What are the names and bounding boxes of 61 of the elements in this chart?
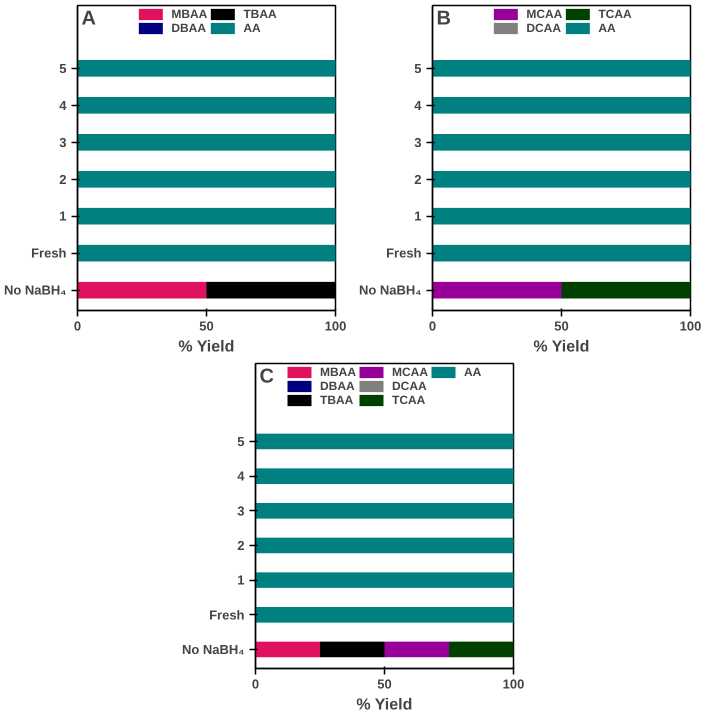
legend-label: AA	[464, 365, 482, 379]
legend-label: DBAA	[320, 379, 355, 393]
y-tick-label: No NaBH₄	[4, 282, 66, 298]
y-tick-label: No NaBH₄	[182, 642, 244, 657]
y-tick-label: 2	[414, 172, 422, 187]
y-tick-label: 3	[237, 503, 245, 518]
chart-title: B	[436, 8, 451, 30]
bar	[449, 642, 514, 658]
legend-label: AA	[243, 21, 262, 35]
y-tick-label: 4	[237, 468, 246, 484]
y-tick-label: 5	[414, 60, 422, 76]
x-axis-title: % Yield	[533, 338, 590, 356]
x-tick-label: 50	[377, 676, 392, 692]
x-tick-label: 0	[428, 318, 436, 334]
bar	[256, 538, 514, 554]
y-tick-label: Fresh	[31, 246, 67, 261]
legend-label: MCAA	[392, 365, 428, 379]
bar	[256, 572, 514, 588]
y-tick-label: 3	[59, 134, 67, 150]
y-tick-label: 5	[237, 434, 245, 449]
y-tick-label: 4	[414, 98, 422, 113]
x-tick-label: 100	[324, 318, 346, 334]
bar	[384, 642, 449, 658]
legend-label: TBAA	[320, 393, 354, 407]
x-tick-label: 0	[74, 318, 82, 334]
y-tick-label: 5	[59, 60, 67, 76]
bar	[320, 642, 384, 658]
bar	[256, 606, 514, 623]
x-tick-label: 50	[199, 318, 214, 334]
legend-label: AA	[598, 21, 617, 35]
x-tick-label: 100	[680, 318, 702, 334]
legend-label: DCAA	[526, 21, 562, 35]
legend-label: TCAA	[392, 393, 426, 407]
chart-title: C	[260, 366, 274, 388]
legend-label: DBAA	[171, 21, 206, 35]
legend-label: MBAA	[320, 365, 356, 379]
x-axis-title: % Yield	[356, 696, 412, 714]
x-tick-label: 0	[252, 676, 260, 692]
x-tick-label: 50	[554, 318, 569, 334]
y-tick-label: 3	[414, 134, 422, 150]
bar	[256, 642, 320, 658]
chart-title: A	[82, 8, 96, 30]
y-tick-label: 1	[414, 208, 422, 224]
legend-label: TBAA	[243, 7, 277, 21]
y-tick-label: 2	[59, 172, 67, 187]
legend-label: MCAA	[526, 7, 562, 21]
x-tick-label: 100	[502, 676, 524, 692]
y-tick-label: Fresh	[386, 246, 422, 261]
y-tick-label: Fresh	[209, 607, 245, 622]
y-tick-label: 1	[59, 208, 67, 224]
y-tick-label: 4	[59, 98, 68, 113]
x-axis-title: % Yield	[178, 338, 234, 356]
y-tick-label: 2	[237, 538, 245, 553]
bar	[256, 434, 514, 450]
bar	[256, 468, 514, 484]
legend-label: MBAA	[171, 7, 208, 21]
bar	[256, 503, 514, 519]
y-tick-label: No NaBH₄	[358, 282, 422, 298]
legend-label: DCAA	[392, 379, 427, 393]
legend-label: TCAA	[598, 7, 632, 21]
y-tick-label: 1	[237, 572, 245, 588]
